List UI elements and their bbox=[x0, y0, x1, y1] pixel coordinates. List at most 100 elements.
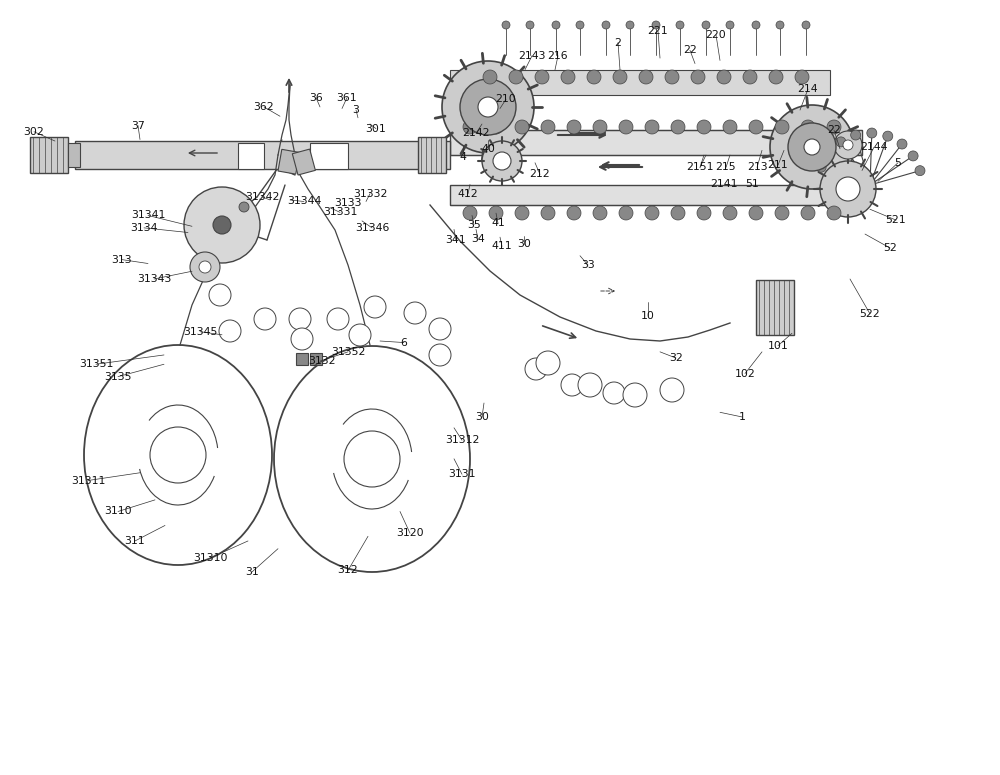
Circle shape bbox=[291, 328, 313, 350]
Circle shape bbox=[676, 21, 684, 29]
Circle shape bbox=[478, 97, 498, 117]
Circle shape bbox=[691, 70, 705, 84]
Circle shape bbox=[836, 177, 860, 201]
Circle shape bbox=[801, 206, 815, 220]
Text: 34: 34 bbox=[471, 234, 485, 243]
Circle shape bbox=[552, 21, 560, 29]
Bar bbox=[450, 70, 830, 95]
Text: 31351: 31351 bbox=[79, 360, 113, 369]
Text: 5: 5 bbox=[895, 158, 901, 167]
Circle shape bbox=[349, 324, 371, 346]
Circle shape bbox=[717, 70, 731, 84]
Circle shape bbox=[442, 61, 534, 153]
Circle shape bbox=[460, 79, 516, 135]
Circle shape bbox=[769, 70, 783, 84]
Bar bbox=[450, 185, 862, 205]
Bar bbox=[292, 149, 315, 175]
Text: 3120: 3120 bbox=[396, 529, 424, 538]
Circle shape bbox=[645, 206, 659, 220]
Text: 31345: 31345 bbox=[183, 327, 217, 336]
Text: 10: 10 bbox=[641, 312, 655, 321]
Circle shape bbox=[749, 120, 763, 134]
Circle shape bbox=[254, 308, 276, 330]
Circle shape bbox=[697, 206, 711, 220]
Circle shape bbox=[836, 137, 846, 147]
Text: 221: 221 bbox=[648, 26, 668, 36]
Circle shape bbox=[827, 206, 841, 220]
Text: 341: 341 bbox=[446, 236, 466, 245]
Text: 51: 51 bbox=[745, 180, 759, 189]
Text: 102: 102 bbox=[735, 369, 755, 378]
Text: 301: 301 bbox=[366, 124, 386, 133]
Circle shape bbox=[489, 120, 503, 134]
Circle shape bbox=[639, 70, 653, 84]
Text: 412: 412 bbox=[458, 189, 478, 198]
Text: 215: 215 bbox=[716, 163, 736, 172]
Circle shape bbox=[199, 261, 211, 273]
Text: 31310: 31310 bbox=[193, 553, 227, 563]
Circle shape bbox=[576, 21, 584, 29]
Text: 4: 4 bbox=[460, 152, 466, 161]
Text: 362: 362 bbox=[254, 102, 274, 112]
Bar bbox=[310, 143, 348, 169]
Circle shape bbox=[752, 21, 760, 29]
Text: 31: 31 bbox=[245, 567, 259, 577]
Text: 41: 41 bbox=[491, 219, 505, 228]
Circle shape bbox=[289, 308, 311, 330]
Text: 1: 1 bbox=[739, 412, 745, 422]
Circle shape bbox=[429, 344, 451, 366]
Circle shape bbox=[561, 374, 583, 396]
Circle shape bbox=[702, 21, 710, 29]
Text: 522: 522 bbox=[860, 309, 880, 319]
Bar bbox=[756, 280, 794, 335]
Circle shape bbox=[463, 120, 477, 134]
Circle shape bbox=[239, 202, 249, 212]
Circle shape bbox=[820, 161, 876, 217]
Circle shape bbox=[749, 206, 763, 220]
Circle shape bbox=[776, 21, 784, 29]
Text: 31344: 31344 bbox=[287, 197, 321, 206]
Circle shape bbox=[802, 21, 810, 29]
Circle shape bbox=[463, 206, 477, 220]
Text: 33: 33 bbox=[581, 260, 595, 270]
Circle shape bbox=[404, 302, 426, 324]
Circle shape bbox=[867, 128, 877, 138]
Text: 313: 313 bbox=[112, 255, 132, 264]
Text: 31312: 31312 bbox=[445, 436, 479, 445]
Text: 3134: 3134 bbox=[130, 223, 158, 232]
Ellipse shape bbox=[274, 346, 470, 572]
Bar bbox=[238, 143, 264, 169]
Text: 31311: 31311 bbox=[71, 476, 105, 485]
Text: 101: 101 bbox=[768, 341, 788, 350]
Text: 31341: 31341 bbox=[131, 211, 165, 220]
Circle shape bbox=[824, 148, 834, 158]
Text: 3135: 3135 bbox=[104, 372, 132, 381]
Circle shape bbox=[775, 120, 789, 134]
Text: 521: 521 bbox=[886, 215, 906, 225]
Circle shape bbox=[788, 123, 836, 171]
Circle shape bbox=[816, 162, 826, 172]
Text: 31332: 31332 bbox=[353, 189, 387, 198]
Circle shape bbox=[525, 358, 547, 380]
Text: 6: 6 bbox=[401, 338, 407, 347]
Circle shape bbox=[489, 206, 503, 220]
Text: 216: 216 bbox=[548, 51, 568, 60]
Text: 37: 37 bbox=[131, 121, 145, 130]
Circle shape bbox=[541, 206, 555, 220]
Circle shape bbox=[626, 21, 634, 29]
Bar bbox=[75, 141, 450, 169]
Text: 32: 32 bbox=[669, 353, 683, 363]
Circle shape bbox=[851, 130, 861, 140]
Circle shape bbox=[723, 120, 737, 134]
Circle shape bbox=[567, 120, 581, 134]
Circle shape bbox=[671, 120, 685, 134]
Bar bbox=[296, 353, 308, 365]
Text: 30: 30 bbox=[475, 412, 489, 422]
Circle shape bbox=[804, 139, 820, 155]
Circle shape bbox=[602, 21, 610, 29]
Bar bbox=[450, 130, 862, 155]
Text: 3131: 3131 bbox=[448, 470, 476, 479]
Circle shape bbox=[567, 206, 581, 220]
Circle shape bbox=[327, 308, 349, 330]
Ellipse shape bbox=[84, 345, 272, 565]
